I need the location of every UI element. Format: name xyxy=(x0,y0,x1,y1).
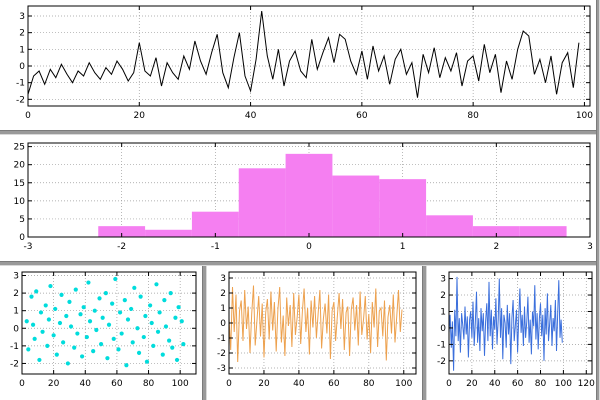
svg-text:100: 100 xyxy=(172,379,189,389)
svg-text:20: 20 xyxy=(48,379,60,389)
svg-text:20: 20 xyxy=(134,111,146,121)
svg-text:120: 120 xyxy=(578,379,595,389)
tick-labels: 0 20 40 60 80 100 -3 -2 -1 0 1 2 3 xyxy=(217,274,413,389)
svg-text:40: 40 xyxy=(489,379,501,389)
svg-text:25: 25 xyxy=(14,143,25,153)
svg-text:1: 1 xyxy=(440,307,446,317)
svg-text:10: 10 xyxy=(14,197,26,207)
svg-text:2: 2 xyxy=(13,289,19,299)
svg-text:2: 2 xyxy=(440,291,446,301)
svg-text:20: 20 xyxy=(14,161,26,171)
svg-text:-1: -1 xyxy=(16,79,25,89)
svg-text:-3: -3 xyxy=(24,242,33,252)
orange-noise-chart-svg: 0 20 40 60 80 100 -3 -2 -1 0 1 2 3 xyxy=(217,271,417,389)
tick-labels: -3 -2 -1 0 1 2 3 0 5 10 15 20 25 xyxy=(14,143,593,252)
blue-noise-chart-panel: 0 20 40 60 80 100 120 -2 -1 0 1 2 3 xyxy=(427,266,596,400)
scatter-points xyxy=(24,276,186,368)
svg-text:1: 1 xyxy=(220,304,226,314)
plot-border xyxy=(21,271,197,375)
svg-text:15: 15 xyxy=(14,179,25,189)
svg-text:60: 60 xyxy=(111,379,123,389)
tick-marks xyxy=(27,6,590,106)
svg-text:100: 100 xyxy=(555,379,572,389)
cyan-scatter-chart-svg: 0 20 40 60 80 100 -2 -1 0 1 2 3 xyxy=(10,271,197,389)
svg-text:-2: -2 xyxy=(16,95,25,105)
horizontal-panel-separator xyxy=(0,130,600,135)
svg-text:0: 0 xyxy=(19,379,25,389)
series-line xyxy=(448,276,563,371)
tick-labels: 0 20 40 60 80 100 120 -2 -1 0 1 2 3 xyxy=(437,275,595,389)
svg-text:0: 0 xyxy=(226,379,232,389)
svg-text:2: 2 xyxy=(220,289,226,299)
svg-text:0: 0 xyxy=(440,324,446,334)
svg-text:2: 2 xyxy=(493,242,499,252)
svg-text:40: 40 xyxy=(80,379,92,389)
svg-text:-1: -1 xyxy=(217,334,226,344)
svg-text:100: 100 xyxy=(395,379,412,389)
tick-marks xyxy=(448,272,592,374)
svg-text:5: 5 xyxy=(19,215,25,225)
svg-text:0: 0 xyxy=(446,379,452,389)
svg-text:20: 20 xyxy=(466,379,478,389)
tick-labels: 0 20 40 60 80 100 -2 -1 0 1 2 3 xyxy=(10,272,189,389)
svg-text:3: 3 xyxy=(19,12,25,22)
svg-text:3: 3 xyxy=(440,275,446,285)
noise-line-chart-svg: 0 20 40 60 80 100 -2 -1 0 1 2 3 xyxy=(16,5,593,121)
svg-text:40: 40 xyxy=(293,379,305,389)
svg-text:0: 0 xyxy=(13,324,19,334)
svg-text:-2: -2 xyxy=(217,349,226,359)
svg-text:80: 80 xyxy=(143,379,155,389)
noise-line-chart-panel: 0 20 40 60 80 100 -2 -1 0 1 2 3 xyxy=(0,0,596,130)
series-line xyxy=(27,10,580,98)
svg-text:3: 3 xyxy=(220,274,226,284)
histogram-chart-panel: -3 -2 -1 0 1 2 3 0 5 10 15 20 25 xyxy=(0,135,596,261)
horizontal-panel-separator xyxy=(0,261,600,266)
svg-text:80: 80 xyxy=(535,379,547,389)
svg-text:-2: -2 xyxy=(10,359,19,369)
svg-text:0: 0 xyxy=(19,233,25,243)
svg-text:1: 1 xyxy=(400,242,406,252)
svg-text:3: 3 xyxy=(13,272,19,282)
grid-lines xyxy=(27,6,590,106)
right-edge-frame xyxy=(596,0,600,400)
svg-text:80: 80 xyxy=(467,111,479,121)
svg-text:40: 40 xyxy=(245,111,257,121)
svg-text:-1: -1 xyxy=(437,340,446,350)
svg-text:2: 2 xyxy=(19,29,25,39)
svg-text:1: 1 xyxy=(13,307,19,317)
series-line xyxy=(228,285,403,363)
svg-text:60: 60 xyxy=(512,379,524,389)
scatter-chart-panel: 0 20 40 60 80 100 -2 -1 0 1 2 3 xyxy=(0,266,202,400)
svg-text:-1: -1 xyxy=(211,242,220,252)
vertical-panel-separator xyxy=(202,266,207,400)
plot-border xyxy=(448,271,593,375)
tick-marks xyxy=(228,272,416,374)
tick-marks xyxy=(27,143,591,238)
histogram-bars xyxy=(98,153,567,237)
svg-text:0: 0 xyxy=(306,242,312,252)
svg-text:-1: -1 xyxy=(10,342,19,352)
svg-text:0: 0 xyxy=(220,319,226,329)
svg-text:0: 0 xyxy=(19,62,25,72)
svg-text:-2: -2 xyxy=(437,357,446,367)
svg-text:80: 80 xyxy=(363,379,375,389)
svg-text:60: 60 xyxy=(356,111,368,121)
blue-noise-chart-svg: 0 20 40 60 80 100 120 -2 -1 0 1 2 3 xyxy=(437,271,595,389)
svg-text:3: 3 xyxy=(587,242,593,252)
svg-text:-3: -3 xyxy=(217,364,226,374)
svg-text:1: 1 xyxy=(19,45,25,55)
svg-text:-2: -2 xyxy=(117,242,126,252)
orange-noise-chart-panel: 0 20 40 60 80 100 -3 -2 -1 0 1 2 3 xyxy=(207,266,422,400)
distribution-histogram-svg: -3 -2 -1 0 1 2 3 0 5 10 15 20 25 xyxy=(14,142,593,252)
svg-text:100: 100 xyxy=(576,111,593,121)
svg-text:60: 60 xyxy=(328,379,340,389)
svg-text:0: 0 xyxy=(25,111,31,121)
tick-labels: 0 20 40 60 80 100 -2 -1 0 1 2 3 xyxy=(16,12,593,121)
svg-text:20: 20 xyxy=(258,379,270,389)
plot-border xyxy=(27,5,591,107)
vertical-panel-separator xyxy=(422,266,427,400)
tick-marks xyxy=(21,272,196,374)
